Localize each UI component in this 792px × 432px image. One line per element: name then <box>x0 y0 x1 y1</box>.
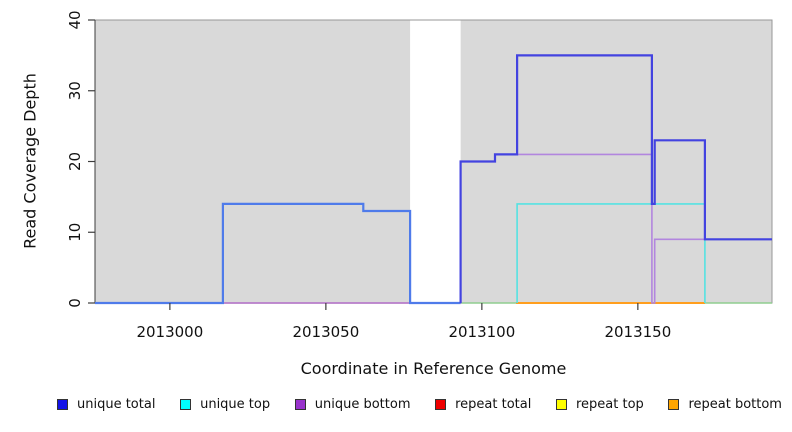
series-unique-top <box>516 203 706 303</box>
legend-label: unique bottom <box>314 397 411 412</box>
no-data-band <box>410 20 461 303</box>
y-tick-label: 0 <box>66 298 84 308</box>
legend-item-repeat-total: repeat total <box>435 397 531 412</box>
legend-label: repeat top <box>576 397 644 412</box>
legend: unique total unique top unique bottom re… <box>0 397 792 412</box>
legend-label: repeat total <box>455 397 532 412</box>
y-tick-label: 10 <box>66 223 84 242</box>
y-tick-label: 30 <box>66 81 84 100</box>
x-tick-label: 2013100 <box>448 323 515 341</box>
x-axis-title: Coordinate in Reference Genome <box>300 359 567 378</box>
legend-label: unique total <box>77 397 156 412</box>
legend-item-repeat-bottom: repeat bottom <box>668 397 782 412</box>
unique-top-swatch-icon <box>180 399 192 410</box>
series-unique-total <box>459 54 772 303</box>
legend-item-unique-bottom: unique bottom <box>294 397 411 412</box>
repeat-bottom-swatch-icon <box>668 399 680 410</box>
repeat-top-swatch-icon <box>556 399 567 410</box>
x-tick-label: 2013150 <box>604 323 671 341</box>
legend-label: unique top <box>200 397 271 412</box>
repeat-total-swatch-icon <box>435 399 447 410</box>
unique-total-swatch-icon <box>57 399 68 410</box>
legend-item-unique-total: unique total <box>57 397 155 412</box>
x-tick-label: 2013050 <box>292 323 359 341</box>
legend-item-repeat-top: repeat top <box>556 397 644 412</box>
unique-bottom-swatch-icon <box>294 399 306 410</box>
y-tick-label: 20 <box>66 152 84 171</box>
legend-label: repeat bottom <box>688 397 782 412</box>
y-tick-label: 40 <box>66 10 84 29</box>
x-tick-label: 2013000 <box>136 323 203 341</box>
y-axis-title: Read Coverage Depth <box>20 73 40 249</box>
legend-item-unique-top: unique top <box>180 397 270 412</box>
series-unique-total <box>95 202 461 305</box>
